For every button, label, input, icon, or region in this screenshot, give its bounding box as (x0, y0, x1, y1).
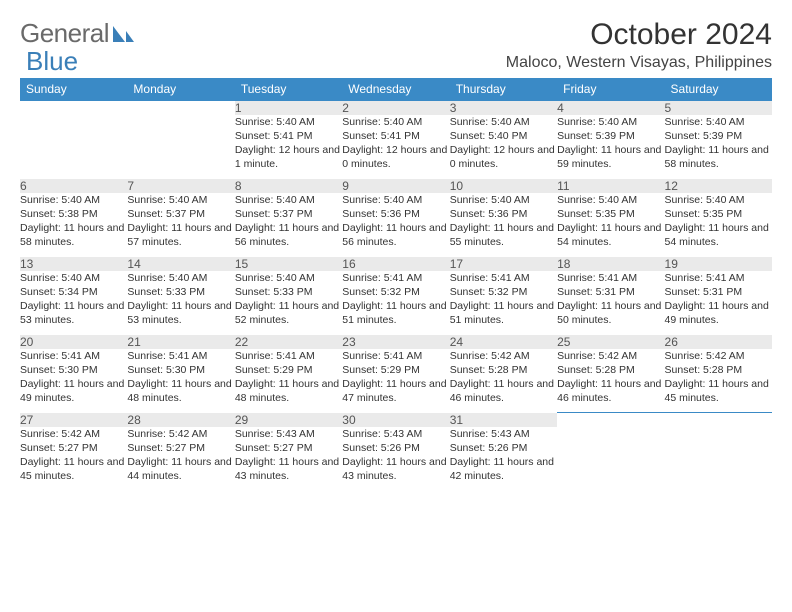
day-detail-cell: Sunrise: 5:41 AMSunset: 5:30 PMDaylight:… (20, 349, 127, 413)
day-detail-cell: Sunrise: 5:40 AMSunset: 5:33 PMDaylight:… (127, 271, 234, 335)
day-detail-row: Sunrise: 5:40 AMSunset: 5:34 PMDaylight:… (20, 271, 772, 335)
day-detail-cell: Sunrise: 5:40 AMSunset: 5:34 PMDaylight:… (20, 271, 127, 335)
day-detail-cell: Sunrise: 5:42 AMSunset: 5:27 PMDaylight:… (127, 427, 234, 491)
weekday-header: Tuesday (235, 78, 342, 101)
day-number-cell: 26 (665, 335, 772, 349)
day-detail-row: Sunrise: 5:42 AMSunset: 5:27 PMDaylight:… (20, 427, 772, 491)
day-detail-cell (665, 427, 772, 491)
day-number-cell (557, 413, 664, 427)
day-number-cell: 9 (342, 179, 449, 193)
logo-text-2: Blue (26, 46, 78, 77)
day-number-row: 13141516171819 (20, 257, 772, 271)
day-number-cell: 11 (557, 179, 664, 193)
day-number-cell: 10 (450, 179, 557, 193)
day-detail-cell: Sunrise: 5:40 AMSunset: 5:40 PMDaylight:… (450, 115, 557, 179)
day-detail-cell: Sunrise: 5:40 AMSunset: 5:36 PMDaylight:… (450, 193, 557, 257)
day-detail-cell: Sunrise: 5:43 AMSunset: 5:27 PMDaylight:… (235, 427, 342, 491)
day-detail-cell: Sunrise: 5:43 AMSunset: 5:26 PMDaylight:… (450, 427, 557, 491)
day-detail-cell: Sunrise: 5:41 AMSunset: 5:32 PMDaylight:… (342, 271, 449, 335)
day-detail-cell: Sunrise: 5:40 AMSunset: 5:39 PMDaylight:… (665, 115, 772, 179)
day-number-cell: 3 (450, 101, 557, 115)
day-detail-cell (557, 427, 664, 491)
day-detail-cell: Sunrise: 5:42 AMSunset: 5:28 PMDaylight:… (557, 349, 664, 413)
weekday-header: Monday (127, 78, 234, 101)
day-detail-cell: Sunrise: 5:41 AMSunset: 5:29 PMDaylight:… (342, 349, 449, 413)
day-number-cell: 30 (342, 413, 449, 427)
day-number-cell: 2 (342, 101, 449, 115)
day-number-cell: 4 (557, 101, 664, 115)
day-detail-cell: Sunrise: 5:40 AMSunset: 5:35 PMDaylight:… (557, 193, 664, 257)
weekday-header: Thursday (450, 78, 557, 101)
day-number-cell: 25 (557, 335, 664, 349)
day-number-cell (665, 413, 772, 427)
header: General October 2024 Maloco, Western Vis… (20, 18, 772, 72)
day-detail-cell: Sunrise: 5:40 AMSunset: 5:41 PMDaylight:… (235, 115, 342, 179)
weekday-header-row: Sunday Monday Tuesday Wednesday Thursday… (20, 78, 772, 101)
day-detail-cell: Sunrise: 5:40 AMSunset: 5:33 PMDaylight:… (235, 271, 342, 335)
day-detail-cell: Sunrise: 5:42 AMSunset: 5:27 PMDaylight:… (20, 427, 127, 491)
day-detail-row: Sunrise: 5:41 AMSunset: 5:30 PMDaylight:… (20, 349, 772, 413)
day-detail-cell: Sunrise: 5:43 AMSunset: 5:26 PMDaylight:… (342, 427, 449, 491)
day-number-cell: 13 (20, 257, 127, 271)
day-detail-cell: Sunrise: 5:40 AMSunset: 5:39 PMDaylight:… (557, 115, 664, 179)
logo-text-1: General (20, 18, 109, 49)
day-detail-cell: Sunrise: 5:41 AMSunset: 5:31 PMDaylight:… (665, 271, 772, 335)
day-detail-cell: Sunrise: 5:40 AMSunset: 5:37 PMDaylight:… (127, 193, 234, 257)
month-title: October 2024 (506, 18, 772, 52)
day-number-cell: 14 (127, 257, 234, 271)
day-number-cell: 7 (127, 179, 234, 193)
calendar-body: 12345Sunrise: 5:40 AMSunset: 5:41 PMDayl… (20, 101, 772, 491)
day-number-cell: 29 (235, 413, 342, 427)
day-number-cell: 1 (235, 101, 342, 115)
day-number-cell: 16 (342, 257, 449, 271)
logo-sail-icon (111, 24, 135, 44)
day-detail-cell (20, 115, 127, 179)
day-detail-cell: Sunrise: 5:40 AMSunset: 5:38 PMDaylight:… (20, 193, 127, 257)
day-number-cell: 8 (235, 179, 342, 193)
logo: General (20, 18, 135, 49)
day-number-row: 2728293031 (20, 413, 772, 427)
day-number-cell: 24 (450, 335, 557, 349)
day-detail-cell: Sunrise: 5:40 AMSunset: 5:35 PMDaylight:… (665, 193, 772, 257)
day-number-cell: 19 (665, 257, 772, 271)
day-detail-cell: Sunrise: 5:41 AMSunset: 5:32 PMDaylight:… (450, 271, 557, 335)
weekday-header: Friday (557, 78, 664, 101)
day-number-cell: 21 (127, 335, 234, 349)
day-detail-cell (127, 115, 234, 179)
day-detail-cell: Sunrise: 5:42 AMSunset: 5:28 PMDaylight:… (450, 349, 557, 413)
day-number-cell (20, 101, 127, 115)
day-number-cell: 6 (20, 179, 127, 193)
day-number-cell: 22 (235, 335, 342, 349)
day-number-cell: 12 (665, 179, 772, 193)
day-number-cell: 23 (342, 335, 449, 349)
day-detail-cell: Sunrise: 5:41 AMSunset: 5:29 PMDaylight:… (235, 349, 342, 413)
day-number-cell: 5 (665, 101, 772, 115)
calendar-table: Sunday Monday Tuesday Wednesday Thursday… (20, 78, 772, 491)
day-number-cell: 27 (20, 413, 127, 427)
day-number-cell: 17 (450, 257, 557, 271)
weekday-header: Sunday (20, 78, 127, 101)
day-detail-row: Sunrise: 5:40 AMSunset: 5:41 PMDaylight:… (20, 115, 772, 179)
day-detail-row: Sunrise: 5:40 AMSunset: 5:38 PMDaylight:… (20, 193, 772, 257)
location: Maloco, Western Visayas, Philippines (506, 54, 772, 72)
day-detail-cell: Sunrise: 5:40 AMSunset: 5:37 PMDaylight:… (235, 193, 342, 257)
title-block: October 2024 Maloco, Western Visayas, Ph… (506, 18, 772, 72)
day-number-cell: 28 (127, 413, 234, 427)
day-number-cell: 20 (20, 335, 127, 349)
day-detail-cell: Sunrise: 5:40 AMSunset: 5:41 PMDaylight:… (342, 115, 449, 179)
day-number-row: 6789101112 (20, 179, 772, 193)
day-number-cell: 31 (450, 413, 557, 427)
day-number-cell: 18 (557, 257, 664, 271)
day-number-row: 12345 (20, 101, 772, 115)
day-detail-cell: Sunrise: 5:40 AMSunset: 5:36 PMDaylight:… (342, 193, 449, 257)
weekday-header: Wednesday (342, 78, 449, 101)
day-number-cell (127, 101, 234, 115)
day-detail-cell: Sunrise: 5:41 AMSunset: 5:31 PMDaylight:… (557, 271, 664, 335)
weekday-header: Saturday (665, 78, 772, 101)
day-number-cell: 15 (235, 257, 342, 271)
day-number-row: 20212223242526 (20, 335, 772, 349)
day-detail-cell: Sunrise: 5:42 AMSunset: 5:28 PMDaylight:… (665, 349, 772, 413)
day-detail-cell: Sunrise: 5:41 AMSunset: 5:30 PMDaylight:… (127, 349, 234, 413)
